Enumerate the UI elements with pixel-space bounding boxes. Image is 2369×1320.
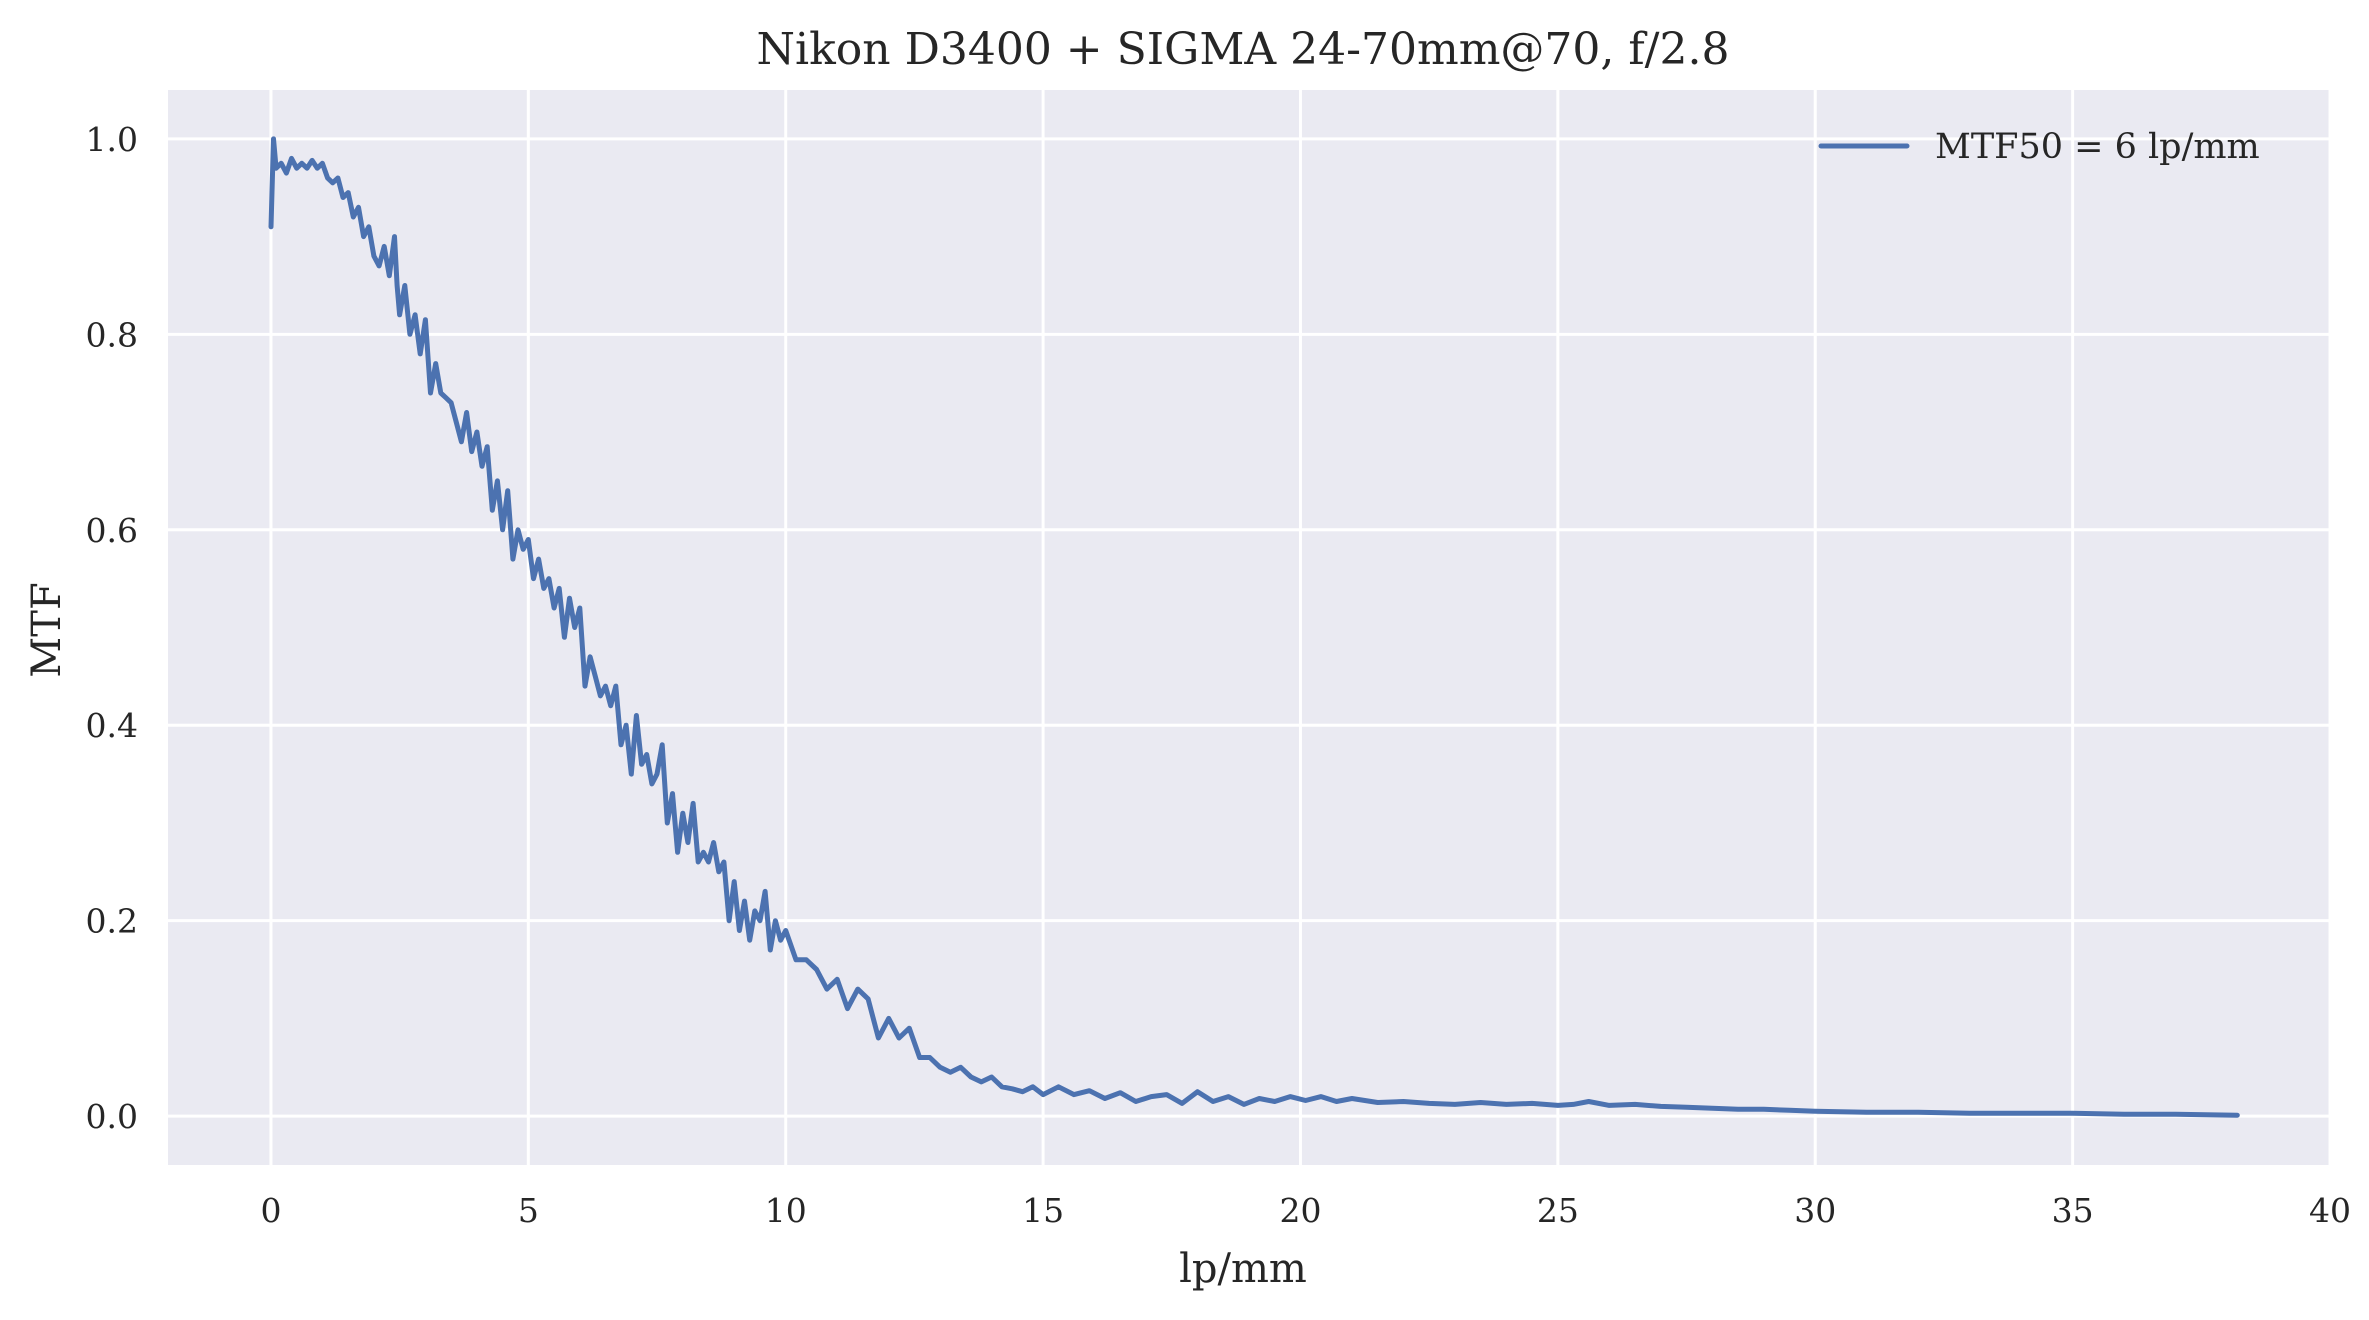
x-tick-labels: 0 5 10 15 20 25 30 35 40 <box>260 1191 2351 1230</box>
y-tick-label: 1.0 <box>86 120 138 159</box>
x-tick-label: 30 <box>1794 1191 1836 1230</box>
x-tick-label: 5 <box>518 1191 539 1230</box>
series-line <box>268 136 2240 1118</box>
y-tick-label: 0.0 <box>86 1097 138 1136</box>
legend-label: MTF50 = 6 lp/mm <box>1935 127 2260 167</box>
y-tick-labels: 0.0 0.2 0.4 0.6 0.8 1.0 <box>86 120 138 1136</box>
x-tick-label: 10 <box>765 1191 807 1230</box>
y-tick-label: 0.8 <box>86 315 138 354</box>
plot-area <box>168 90 2330 1165</box>
y-tick-label: 0.6 <box>86 511 138 550</box>
x-tick-label: 25 <box>1537 1191 1579 1230</box>
x-tick-label: 20 <box>1279 1191 1321 1230</box>
x-gridlines <box>269 90 2332 1165</box>
legend: MTF50 = 6 lp/mm <box>1818 127 2260 167</box>
series-layer <box>268 136 2240 1118</box>
y-tick-label: 0.4 <box>86 706 138 745</box>
x-tick-label: 15 <box>1022 1191 1064 1230</box>
x-tick-label: 0 <box>260 1191 281 1230</box>
x-tick-label: 40 <box>2309 1191 2351 1230</box>
x-axis-label: lp/mm <box>1179 1246 1307 1292</box>
chart-title: Nikon D3400 + SIGMA 24-70mm@70, f/2.8 <box>757 24 1730 75</box>
y-tick-label: 0.2 <box>86 902 138 941</box>
x-tick-label: 35 <box>2052 1191 2094 1230</box>
y-axis-label: MTF <box>24 582 70 677</box>
